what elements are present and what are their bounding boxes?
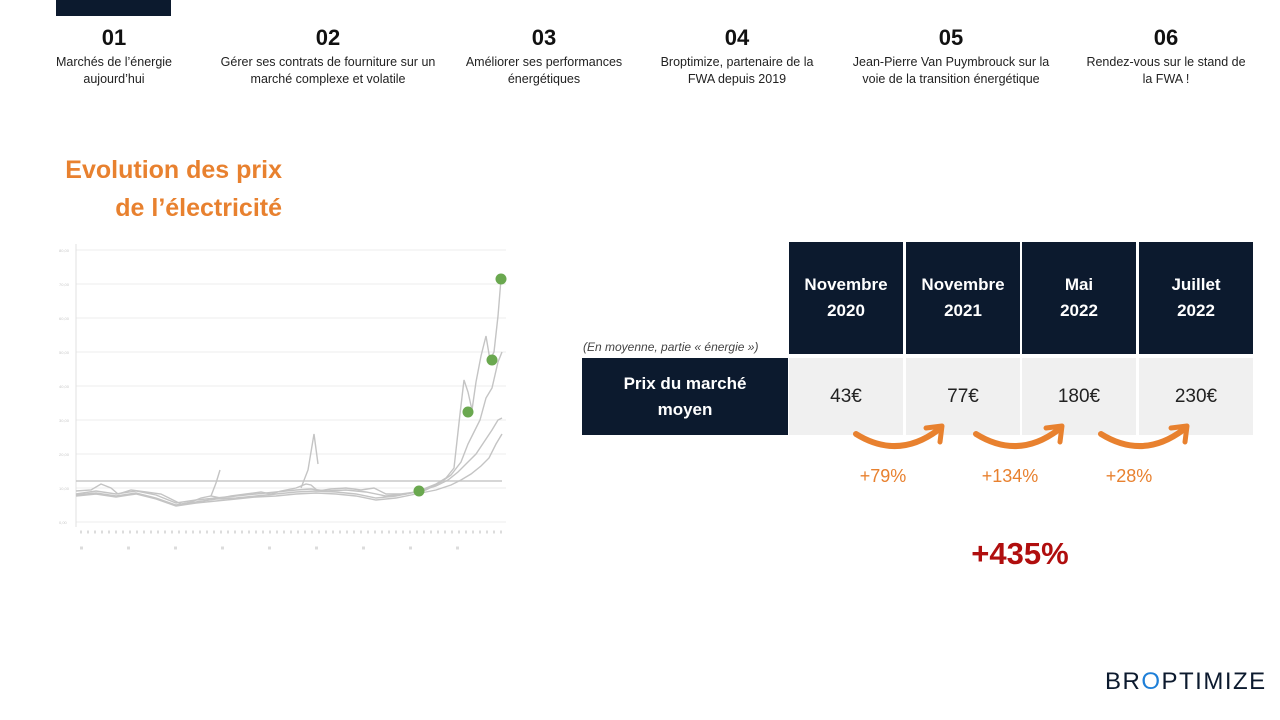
nav-number: 02 — [315, 25, 341, 50]
header-line: 2021 — [944, 301, 982, 320]
broptimize-logo: BROPTIMIZE — [1105, 668, 1267, 696]
column-header-nov-2020: Novembre 2020 — [789, 242, 903, 354]
nav-item-04[interactable]: 04 Broptimize, partenaire de la FWA depu… — [627, 24, 847, 88]
curved-arrow-icon — [1098, 423, 1190, 449]
header-line: Novembre — [921, 275, 1005, 294]
svg-text:40,00: 40,00 — [59, 384, 70, 389]
price-cell-nov-2021: 77€ — [906, 358, 1020, 435]
price-cell-nov-2020: 43€ — [789, 358, 903, 435]
nav-label: Broptimize, partenaire de la FWA depuis … — [660, 55, 814, 86]
logo-text: PTIMIZE — [1161, 668, 1267, 695]
logo-accent: O — [1141, 668, 1162, 695]
svg-text:30,00: 30,00 — [59, 418, 70, 423]
nav-item-02[interactable]: 02 Gérer ses contrats de fourniture sur … — [218, 24, 438, 88]
price-series-line — [75, 433, 503, 507]
price-series-line — [210, 469, 221, 497]
chart-marker-nov-2021 — [462, 406, 474, 418]
svg-text:60,00: 60,00 — [59, 316, 70, 321]
price-series-line — [75, 417, 503, 506]
nav-number: 04 — [724, 25, 750, 50]
curved-arrow-icon — [853, 423, 945, 449]
header-line: Mai — [1064, 275, 1094, 294]
nav-number: 06 — [1153, 25, 1179, 50]
nav-label: Améliorer ses performances énergétiques — [465, 55, 623, 86]
change-percent: +134% — [981, 466, 1039, 486]
row-header-market-price: Prix du marché moyen — [582, 358, 788, 435]
nav-item-06[interactable]: 06 Rendez-vous sur le stand de la FWA ! — [1056, 24, 1276, 88]
svg-text:70,00: 70,00 — [59, 282, 70, 287]
nav-label: Gérer ses contrats de fourniture sur un … — [220, 55, 436, 86]
price-series — [75, 278, 503, 507]
change-percent: +79% — [859, 466, 907, 486]
change-percent: +28% — [1105, 466, 1153, 486]
price-series-line — [300, 433, 319, 489]
header-line: Juillet — [1171, 275, 1221, 294]
chart-x-tick-marks — [80, 530, 502, 550]
chart-axis-labels: 80,00 70,00 60,00 50,00 40,00 30,00 20,00 10,… — [59, 248, 70, 525]
price-series-line — [75, 351, 503, 504]
nav-number: 03 — [531, 25, 557, 50]
row-header-line: moyen — [657, 399, 713, 419]
electricity-price-chart: 80,00 70,00 60,00 50,00 40,00 30,00 20,00 10,… — [59, 244, 507, 550]
nav-label: Jean-Pierre Van Puymbrouck sur la voie d… — [852, 55, 1050, 86]
svg-text:20,00: 20,00 — [59, 452, 70, 457]
column-header-mai-2022: Mai 2022 — [1022, 242, 1136, 354]
svg-text:10,00: 10,00 — [59, 486, 70, 491]
column-header-nov-2021: Novembre 2021 — [906, 242, 1020, 354]
nav-label: Rendez-vous sur le stand de la FWA ! — [1086, 55, 1246, 86]
section-title-line1: Evolution des prix — [65, 156, 282, 184]
chart-markers — [413, 273, 507, 497]
nav-item-05[interactable]: 05 Jean-Pierre Van Puymbrouck sur la voi… — [841, 24, 1061, 88]
price-cell-juillet-2022: 230€ — [1139, 358, 1253, 435]
nav-number: 05 — [938, 25, 964, 50]
nav-number: 01 — [101, 25, 127, 50]
svg-text:80,00: 80,00 — [59, 248, 70, 253]
chart-marker-nov-2020 — [413, 485, 425, 497]
nav-label: Marchés de l’énergie aujourd’hui — [55, 55, 173, 86]
logo-text: BR — [1105, 668, 1142, 695]
row-header-line: Prix du marché — [623, 373, 747, 393]
column-header-juillet-2022: Juillet 2022 — [1139, 242, 1253, 354]
header-line: 2020 — [827, 301, 865, 320]
header-line: 2022 — [1060, 301, 1098, 320]
curved-arrow-icon — [973, 423, 1065, 449]
header-line: 2022 — [1177, 301, 1215, 320]
nav-item-03[interactable]: 03 Améliorer ses performances énergétiqu… — [434, 24, 654, 88]
price-cell-mai-2022: 180€ — [1022, 358, 1136, 435]
svg-text:50,00: 50,00 — [59, 350, 70, 355]
header-line: Novembre — [804, 275, 888, 294]
section-title-line2: de l’électricité — [115, 194, 282, 222]
section-nav: 01 Marchés de l’énergie aujourd’hui 02 G… — [0, 24, 1280, 94]
table-note: (En moyenne, partie « énergie ») — [583, 340, 759, 354]
chart-marker-juillet-2022 — [495, 273, 507, 285]
chart-marker-mai-2022 — [486, 354, 498, 366]
total-increase: +435% — [971, 536, 1069, 571]
chart-gridlines — [76, 249, 506, 523]
active-section-bar — [56, 0, 171, 16]
svg-text:0,00: 0,00 — [59, 520, 68, 525]
nav-item-01[interactable]: 01 Marchés de l’énergie aujourd’hui — [4, 24, 224, 88]
price-series-line — [75, 278, 502, 505]
